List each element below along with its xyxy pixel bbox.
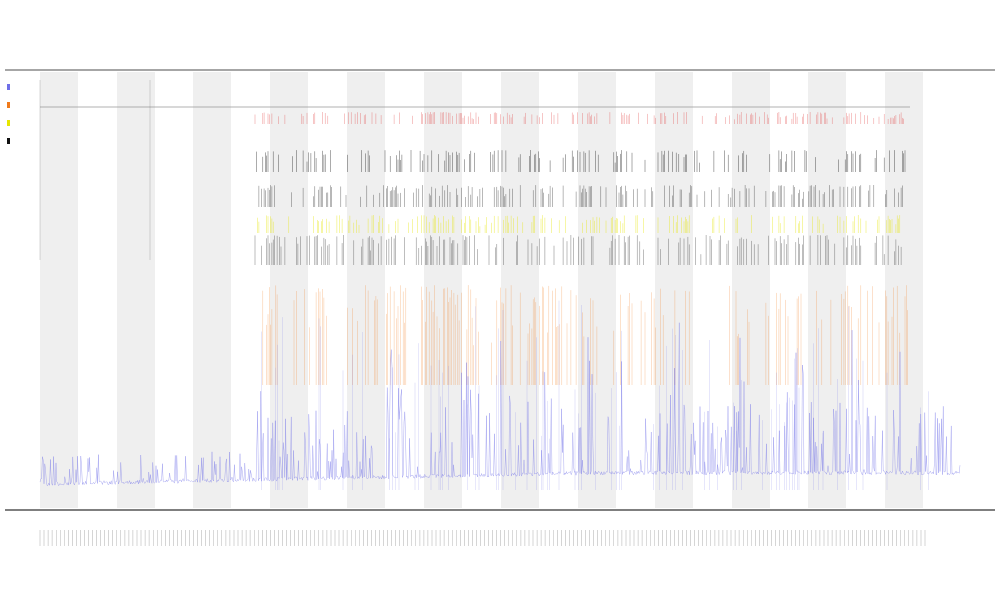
background-band <box>885 72 923 508</box>
background-bands <box>40 72 923 508</box>
annotation-tracks <box>39 80 908 385</box>
legend-swatch <box>7 84 10 90</box>
x-tick-labels <box>39 530 926 546</box>
legend <box>7 84 10 144</box>
background-band <box>578 72 616 508</box>
background-band <box>732 72 770 508</box>
background-band <box>270 72 308 508</box>
background-band <box>193 72 231 508</box>
background-band <box>501 72 539 508</box>
background-band <box>424 72 462 508</box>
background-band <box>40 72 78 508</box>
legend-swatch <box>7 138 10 144</box>
series-line <box>39 322 961 487</box>
background-band <box>347 72 385 508</box>
legend-swatch <box>7 120 10 126</box>
series-area <box>39 300 961 490</box>
legend-swatch <box>7 102 10 108</box>
background-band <box>117 72 155 508</box>
